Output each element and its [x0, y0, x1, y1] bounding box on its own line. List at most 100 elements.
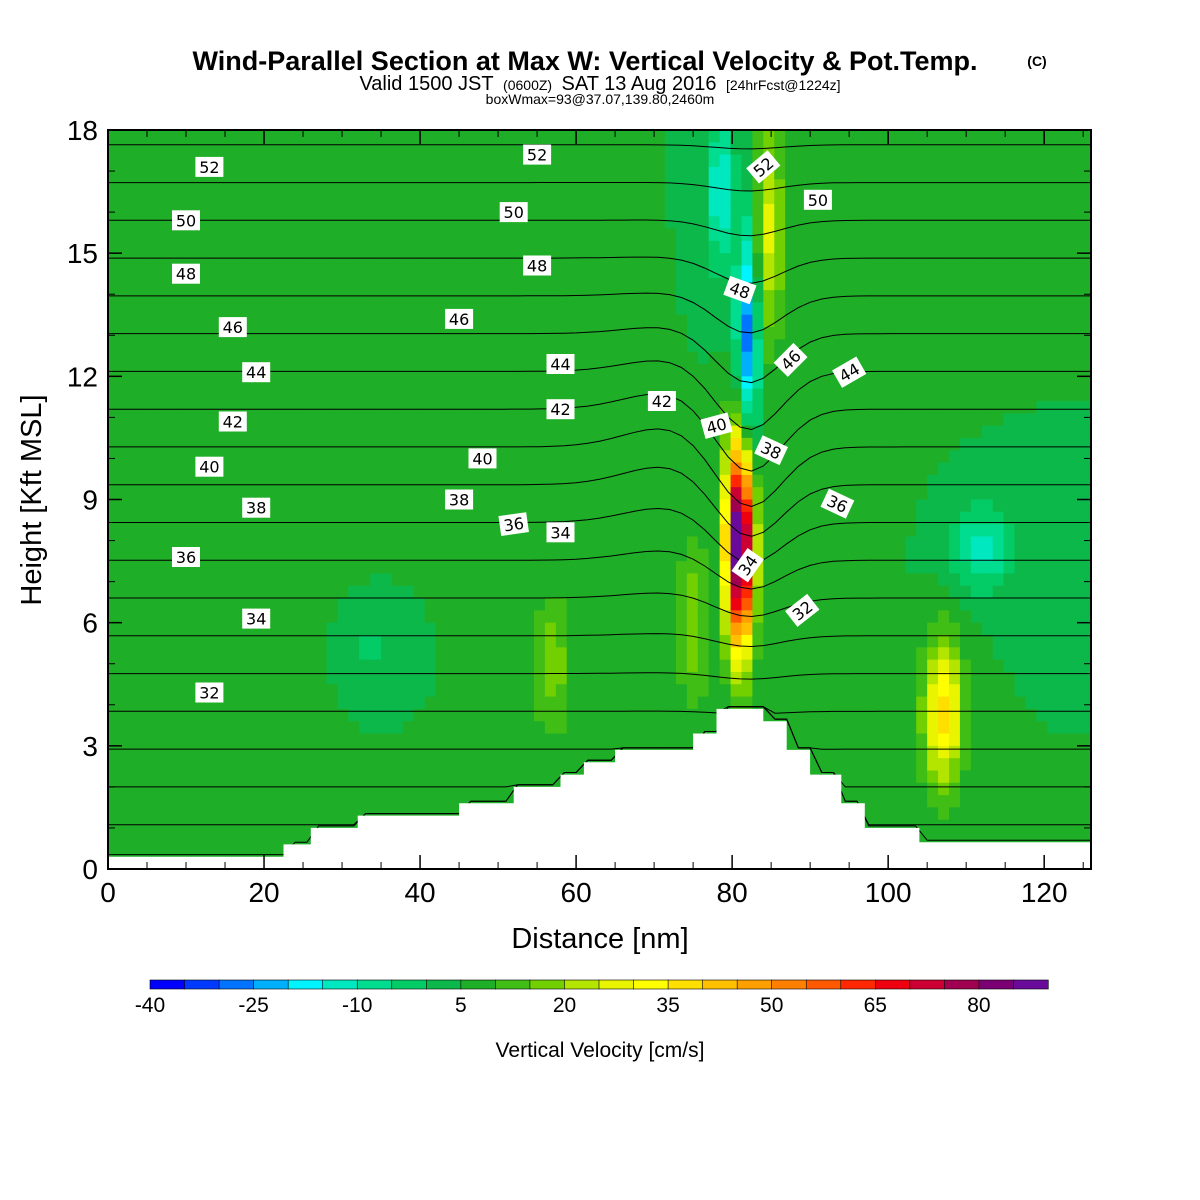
w-cell [490, 622, 502, 636]
w-cell [435, 708, 448, 722]
w-cell [643, 450, 655, 464]
w-cell [861, 339, 874, 353]
w-cell [938, 265, 950, 279]
w-cell [719, 327, 732, 340]
w-cell [949, 647, 961, 661]
w-cell [894, 782, 906, 796]
w-cell [839, 573, 852, 587]
w-cell [905, 450, 917, 464]
w-cell [370, 400, 382, 414]
w-cell [468, 733, 480, 747]
w-cell [424, 585, 437, 599]
w-cell [675, 130, 688, 143]
w-cell [435, 400, 448, 414]
w-cell [228, 511, 240, 525]
w-cell [763, 647, 775, 661]
w-cell [501, 437, 513, 451]
w-cell [228, 450, 240, 464]
w-cell [490, 265, 502, 279]
w-cell [162, 450, 175, 464]
w-cell [1003, 487, 1016, 501]
w-cell [108, 733, 120, 747]
w-cell [1003, 474, 1016, 488]
w-cell [173, 351, 186, 365]
w-cell [1003, 166, 1016, 180]
w-cell [282, 216, 295, 230]
w-cell [391, 437, 404, 451]
w-cell [523, 203, 535, 217]
w-cell [479, 536, 491, 550]
w-cell [195, 228, 207, 242]
w-cell [239, 536, 251, 550]
w-cell [359, 277, 371, 291]
w-cell [370, 721, 382, 735]
w-cell [457, 536, 470, 550]
w-cell [828, 733, 841, 747]
w-cell [512, 696, 524, 710]
w-cell [675, 166, 688, 180]
w-cell [807, 179, 819, 193]
w-cell [381, 228, 393, 242]
w-cell [108, 130, 120, 143]
w-cell [206, 388, 218, 402]
w-cell [293, 721, 306, 735]
w-cell [151, 142, 164, 156]
w-cell [708, 265, 721, 279]
w-cell [654, 573, 666, 587]
w-cell [621, 524, 633, 538]
w-cell [883, 253, 895, 267]
w-cell [523, 376, 535, 390]
w-cell [479, 634, 491, 648]
w-cell [588, 561, 601, 574]
w-cell [730, 130, 743, 143]
w-cell [370, 647, 382, 661]
w-cell [730, 179, 743, 193]
w-cell [501, 462, 513, 476]
w-cell [413, 647, 426, 661]
w-cell [129, 191, 142, 205]
w-cell [424, 302, 437, 316]
w-cell [938, 203, 950, 217]
w-cell [512, 548, 524, 562]
w-cell [129, 684, 142, 698]
w-cell [206, 561, 218, 574]
w-cell [108, 696, 120, 710]
w-cell [686, 721, 699, 735]
w-cell [927, 573, 939, 587]
w-cell [129, 696, 142, 710]
w-cell [293, 400, 306, 414]
w-cell [217, 290, 229, 304]
w-cell [1003, 671, 1016, 685]
w-cell [577, 721, 590, 735]
w-cell [599, 524, 612, 538]
w-cell [413, 240, 426, 254]
w-cell [184, 302, 196, 316]
w-cell [949, 536, 961, 550]
w-cell [577, 671, 590, 685]
w-cell [839, 166, 852, 180]
w-cell [839, 253, 852, 267]
w-cell [599, 585, 612, 599]
w-cell [577, 216, 590, 230]
w-cell [162, 376, 175, 390]
w-cell [916, 585, 928, 599]
w-cell [315, 511, 328, 525]
w-cell [992, 413, 1005, 427]
w-cell [741, 585, 754, 599]
w-cell [118, 400, 131, 414]
w-cell [905, 782, 917, 796]
w-cell [271, 364, 284, 377]
w-cell [129, 339, 142, 353]
w-cell [927, 228, 939, 242]
w-cell [599, 487, 612, 501]
w-cell [108, 844, 120, 858]
w-cell [665, 327, 677, 340]
w-cell [665, 524, 677, 538]
w-cell [108, 228, 120, 242]
w-cell [173, 795, 186, 809]
w-cell [348, 782, 360, 796]
w-cell [850, 253, 863, 267]
w-cell [501, 696, 513, 710]
w-cell [566, 474, 579, 488]
w-cell [872, 425, 885, 439]
